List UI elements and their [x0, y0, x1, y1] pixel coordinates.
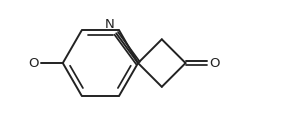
- Text: O: O: [28, 57, 39, 70]
- Text: O: O: [209, 57, 220, 70]
- Text: N: N: [105, 18, 114, 31]
